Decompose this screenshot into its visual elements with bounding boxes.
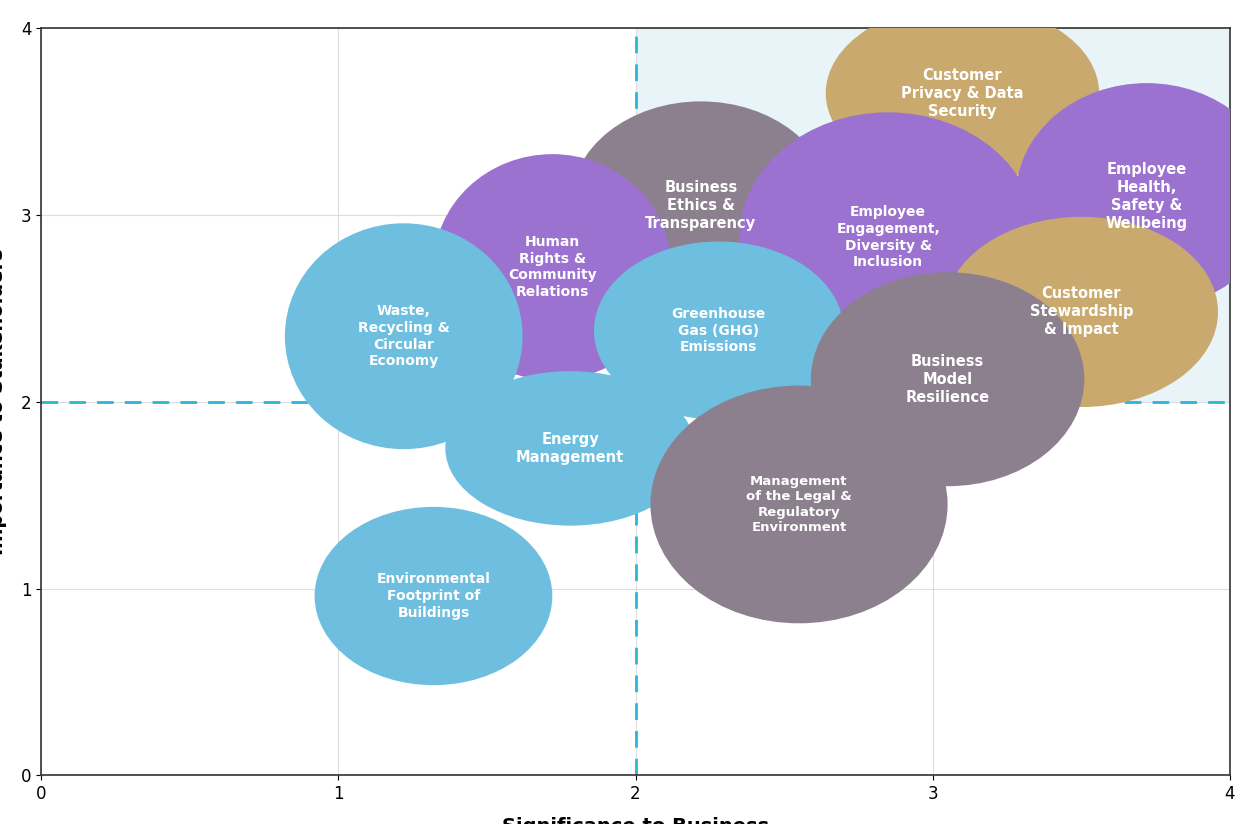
Ellipse shape <box>594 241 844 419</box>
Ellipse shape <box>314 507 553 686</box>
Ellipse shape <box>825 4 1099 182</box>
Text: Customer
Privacy & Data
Security: Customer Privacy & Data Security <box>902 68 1024 119</box>
Ellipse shape <box>446 371 695 526</box>
Text: Greenhouse
Gas (GHG)
Emissions: Greenhouse Gas (GHG) Emissions <box>672 307 766 354</box>
Text: Management
of the Legal &
Regulatory
Environment: Management of the Legal & Regulatory Env… <box>746 475 852 534</box>
Ellipse shape <box>811 272 1084 486</box>
Text: Environmental
Footprint of
Buildings: Environmental Footprint of Buildings <box>377 572 490 620</box>
Text: Human
Rights &
Community
Relations: Human Rights & Community Relations <box>507 235 597 299</box>
Ellipse shape <box>285 223 522 449</box>
X-axis label: Significance to Business: Significance to Business <box>502 817 769 824</box>
Bar <box>636 28 1230 401</box>
Ellipse shape <box>433 154 671 380</box>
Text: Energy
Management: Energy Management <box>516 432 624 465</box>
Y-axis label: Importance to Stakeholders: Importance to Stakeholders <box>0 248 8 555</box>
Ellipse shape <box>570 101 831 309</box>
Text: Business
Ethics &
Transparency: Business Ethics & Transparency <box>646 180 756 231</box>
Ellipse shape <box>740 112 1036 362</box>
Ellipse shape <box>651 386 947 623</box>
Ellipse shape <box>1016 83 1256 309</box>
Text: Business
Model
Resilience: Business Model Resilience <box>906 353 990 405</box>
Text: Employee
Engagement,
Diversity &
Inclusion: Employee Engagement, Diversity & Inclusi… <box>836 205 939 269</box>
Text: Waste,
Recycling &
Circular
Economy: Waste, Recycling & Circular Economy <box>358 304 450 368</box>
Text: Employee
Health,
Safety &
Wellbeing: Employee Health, Safety & Wellbeing <box>1105 162 1188 231</box>
Ellipse shape <box>945 217 1218 407</box>
Text: Customer
Stewardship
& Impact: Customer Stewardship & Impact <box>1030 287 1133 337</box>
